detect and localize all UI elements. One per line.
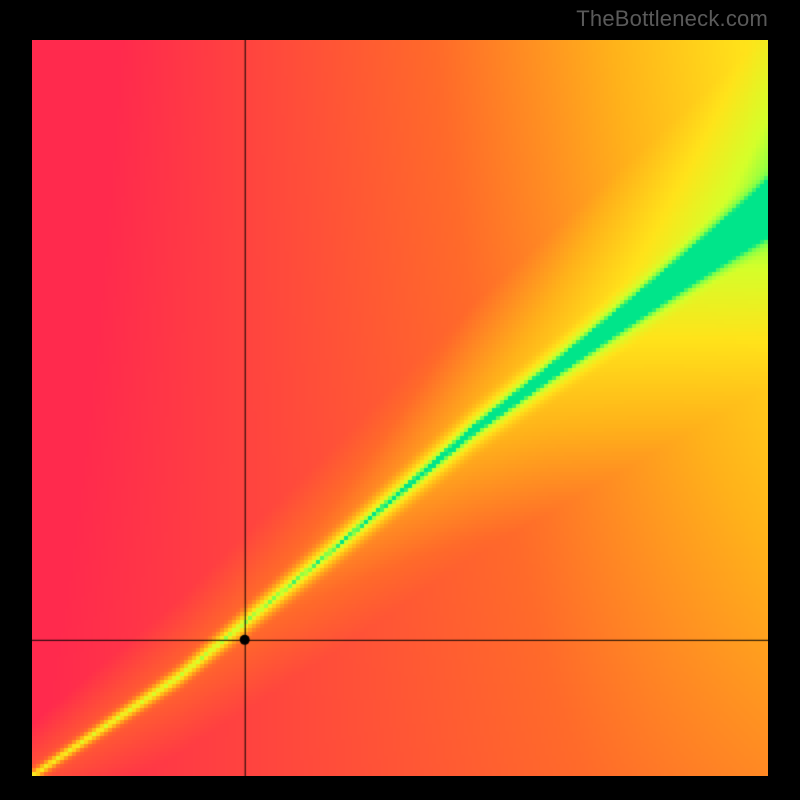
heatmap-canvas — [32, 40, 768, 776]
watermark-text: TheBottleneck.com — [576, 6, 768, 32]
heatmap-chart — [32, 40, 768, 776]
